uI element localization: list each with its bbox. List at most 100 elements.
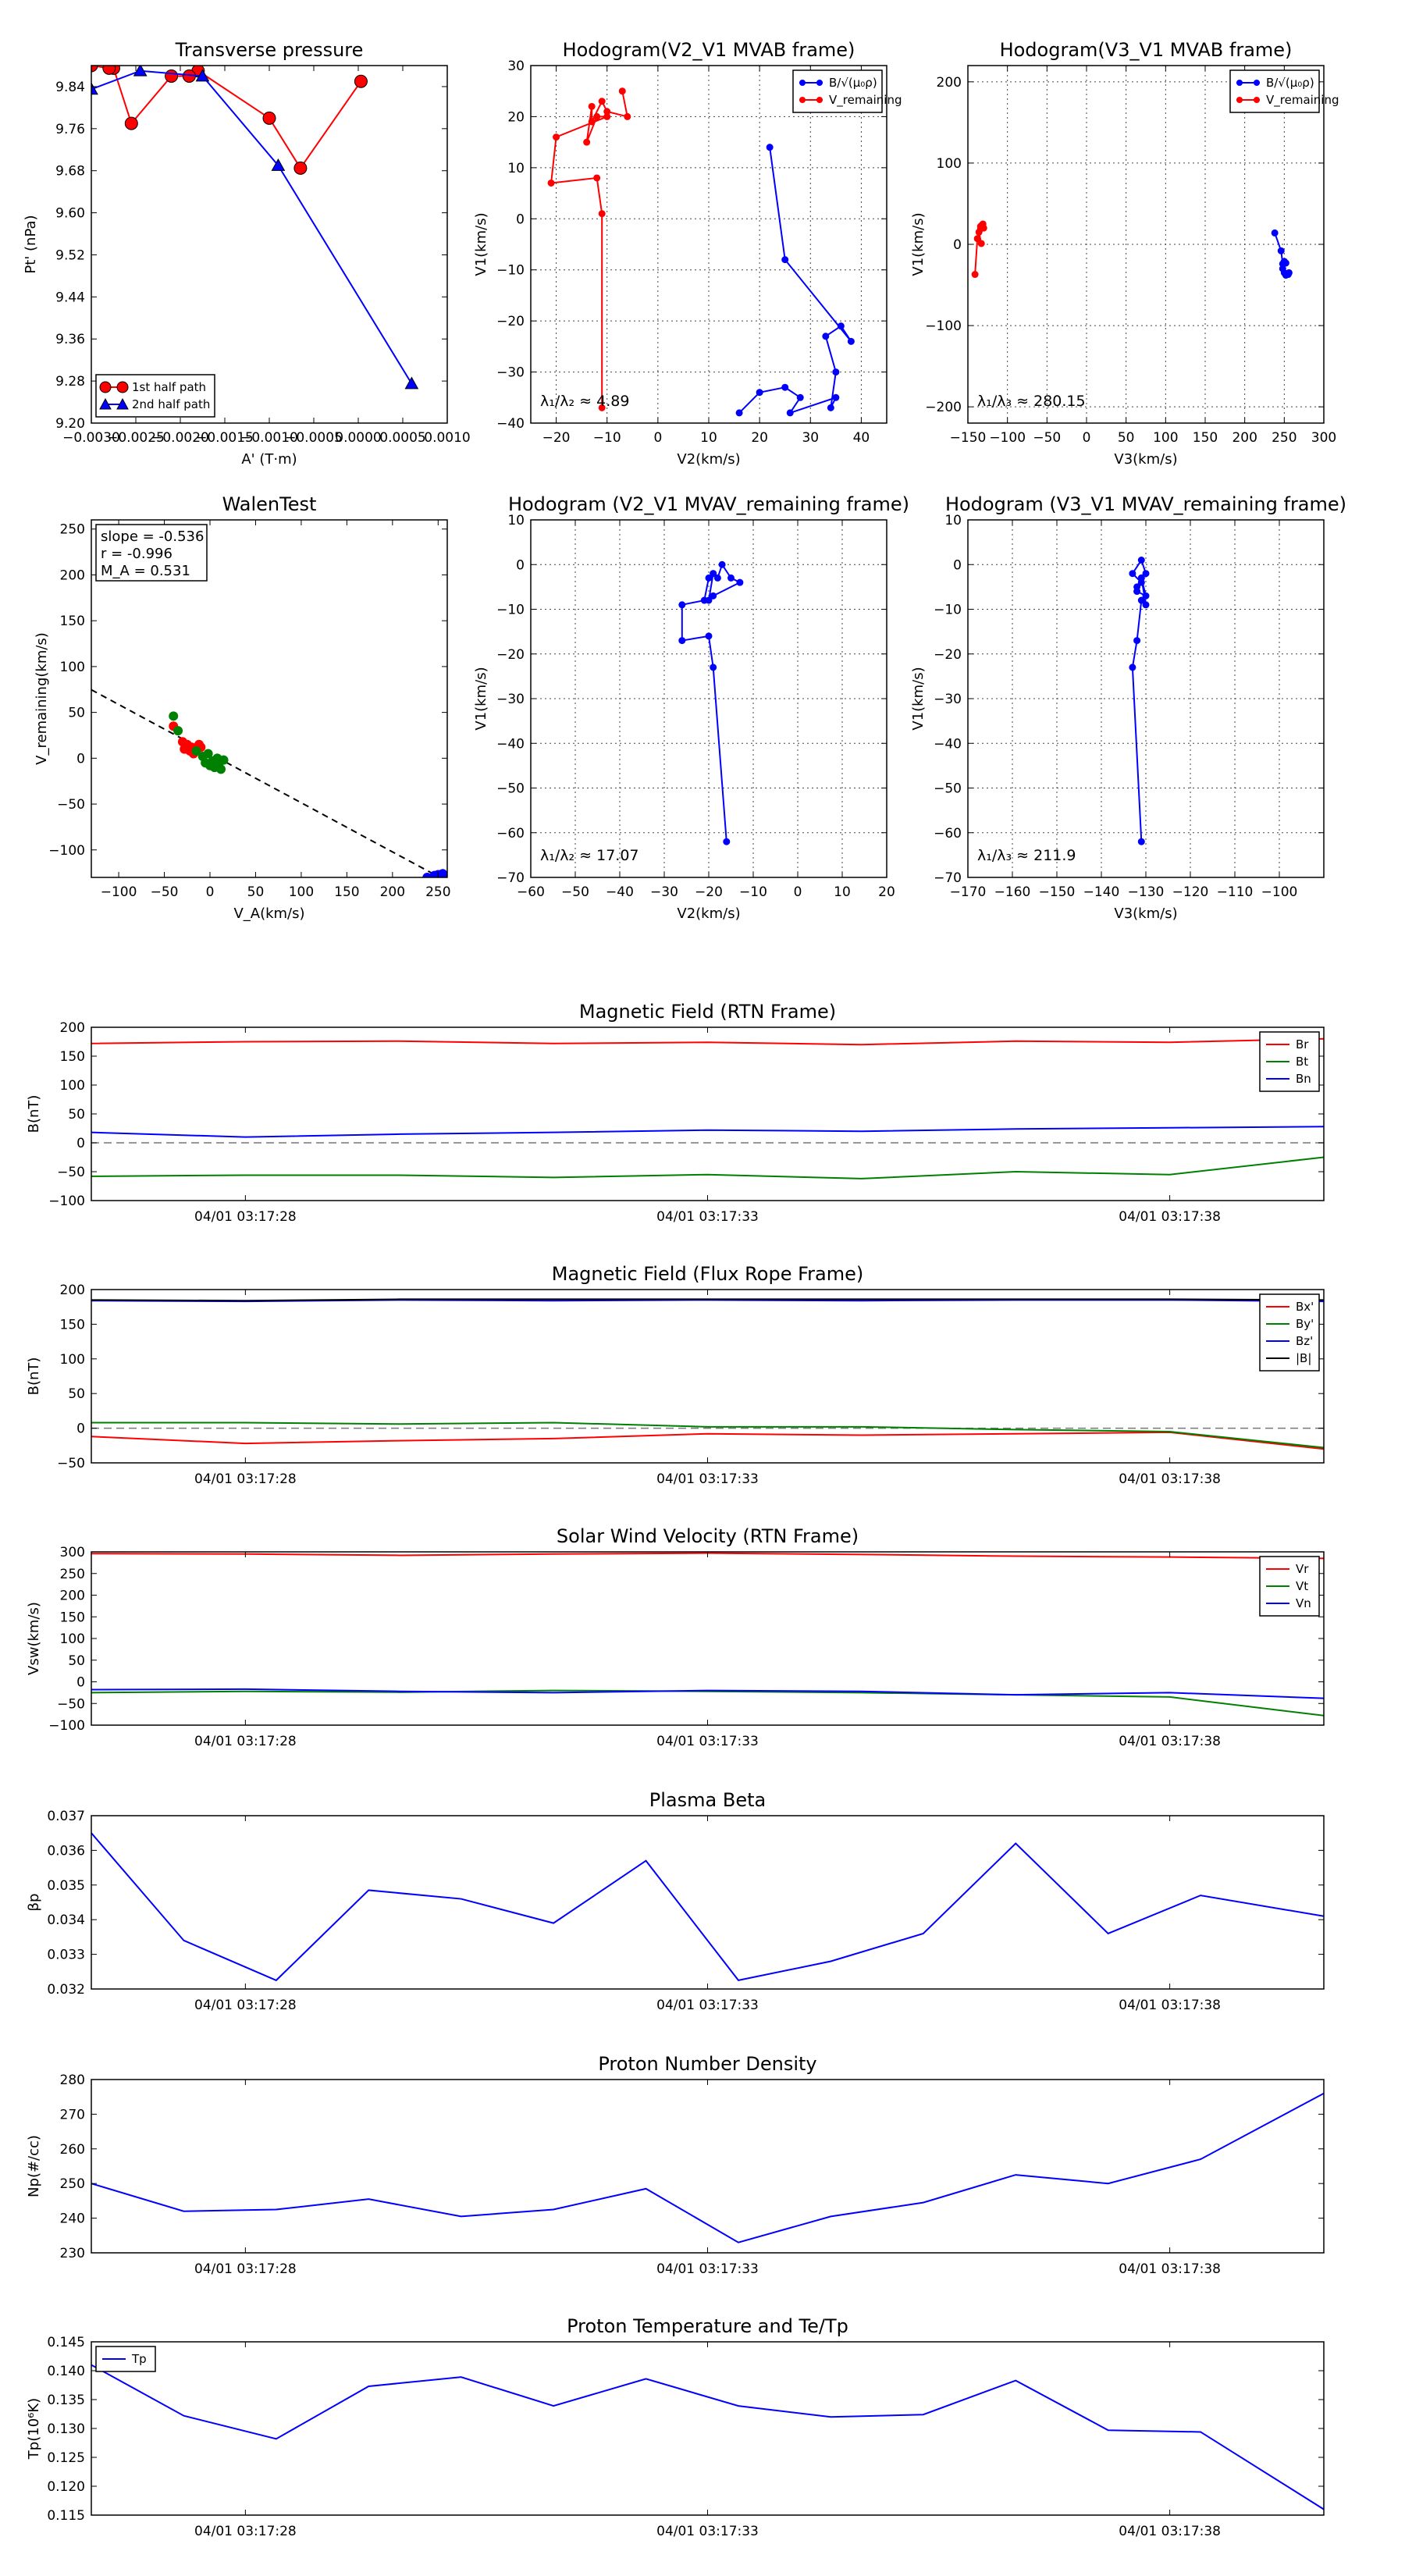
series-green-points-point — [191, 745, 201, 756]
series-v-remaining-point — [1142, 601, 1150, 609]
y-tick-label: −60 — [496, 826, 525, 841]
y-tick-label: 100 — [60, 660, 85, 675]
x-tick-label: 10 — [700, 430, 717, 446]
y-tick-label: −60 — [934, 826, 962, 841]
y-tick-label: −30 — [934, 692, 962, 707]
legend-marker — [116, 381, 129, 393]
chart-p10: 04/01 03:17:28 04/01 03:17:33 04/01 03:17:… — [26, 1789, 1325, 2013]
series-v-remaining-point — [593, 112, 601, 120]
series-2nd-half-path-point — [271, 158, 286, 171]
y-tick-label: 150 — [60, 1049, 85, 1065]
plot-area — [971, 220, 1293, 279]
y-tick-label: 9.28 — [55, 374, 85, 390]
stats-box — [95, 524, 208, 582]
y-tick-label: −20 — [496, 647, 525, 663]
y-tick-label: −70 — [496, 870, 525, 886]
series-2nd-half-path-point — [133, 66, 148, 76]
chart-p8: 04/01 03:17:28 04/01 03:17:33 04/01 03:17:… — [26, 1263, 1325, 1487]
y-tick-label: 0.032 — [47, 1982, 85, 1998]
y-tick-label: 0.034 — [47, 1912, 85, 1928]
series-v-remaining-point — [588, 102, 596, 110]
series-b--point — [837, 322, 845, 330]
axes-frame — [91, 1551, 1325, 1726]
chart-title: Proton Number Density — [598, 2053, 816, 2075]
legend-marker — [99, 397, 112, 410]
series-b--point — [832, 393, 840, 401]
y-tick-label: −50 — [57, 1696, 85, 1712]
y-tick-label: 100 — [937, 156, 962, 172]
x-tick-label: 04/01 03:17:28 — [194, 1734, 297, 1749]
x-tick-label: 04/01 03:17:33 — [656, 2261, 759, 2277]
series-vn-line — [91, 1688, 1324, 1699]
y-tick-label: −50 — [57, 797, 85, 813]
y-axis-label: βp — [26, 1894, 42, 1912]
x-tick-label: 0 — [1083, 430, 1091, 446]
chart-title: Transverse pressure — [175, 39, 364, 61]
plot-area — [91, 2364, 1324, 2510]
x-axis-label: V2(km/s) — [677, 906, 740, 922]
x-tick-label: −150 — [1039, 884, 1076, 900]
chart-title: Hodogram(V3_V1 MVAB frame) — [1000, 39, 1293, 61]
y-tick-label: 0.145 — [47, 2335, 85, 2350]
series-v-remaining-point — [588, 118, 596, 126]
y-tick-label: 0 — [76, 1421, 85, 1437]
series-b--point — [1285, 269, 1293, 276]
series-b--point — [822, 333, 830, 340]
y-tick-label: 270 — [60, 2107, 85, 2122]
x-tick-label: 0 — [653, 430, 662, 446]
x-tick-label: −0.0030 — [62, 430, 120, 446]
y-tick-label: −100 — [48, 1194, 85, 1209]
legend-box — [95, 374, 215, 418]
y-tick-label: 150 — [60, 614, 85, 629]
series-green-points-point — [169, 711, 179, 721]
axes-frame — [91, 519, 448, 878]
eigenvalue-ratio-label: λ₁/λ₂ ≈ 17.07 — [540, 847, 639, 864]
y-axis-label: B(nT) — [26, 1357, 42, 1396]
x-tick-label: 04/01 03:17:28 — [194, 1209, 297, 1225]
x-tick-label: 150 — [334, 884, 359, 900]
x-tick-label: 04/01 03:17:38 — [1119, 1209, 1221, 1225]
series-blue-points-point — [439, 873, 447, 877]
y-tick-label: −50 — [57, 1456, 85, 1471]
series-2nd-half-path-point — [195, 69, 210, 82]
x-tick-label: −140 — [1083, 884, 1120, 900]
x-tick-label: 04/01 03:17:33 — [656, 1734, 759, 1749]
plot-area — [91, 1037, 1324, 1179]
series-1st-half-path-point — [165, 69, 179, 83]
legend-marker — [1254, 97, 1260, 103]
y-tick-label: 50 — [68, 1386, 85, 1402]
y-tick-label: 0.115 — [47, 2508, 85, 2524]
y-tick-label: 10 — [507, 513, 525, 528]
y-tick-label: 9.52 — [55, 247, 85, 263]
plot-area — [1129, 557, 1150, 845]
chart-p9: 04/01 03:17:28 04/01 03:17:33 04/01 03:17:… — [26, 1525, 1325, 1749]
x-tick-label: −50 — [1033, 430, 1061, 446]
x-tick-label: −100 — [1261, 884, 1298, 900]
y-tick-label: 100 — [60, 1078, 85, 1094]
x-tick-label: 04/01 03:17:38 — [1119, 1734, 1221, 1749]
legend-label: Bz' — [1296, 1334, 1313, 1348]
series-v-remaining-point — [603, 112, 611, 120]
x-tick-label: 20 — [878, 884, 895, 900]
x-tick-label: 100 — [1153, 430, 1178, 446]
y-tick-label: 0 — [516, 557, 525, 573]
series-v-remaining-point — [598, 98, 606, 105]
series-red-points-point — [180, 744, 190, 754]
legend-label: Bt — [1296, 1055, 1308, 1069]
chart-p3: −150 −100 −50 0 50 100 150 200 250 300−200−100010… — [910, 39, 1339, 468]
legend-label: |B| — [1296, 1351, 1311, 1365]
series-blue-points-point — [422, 873, 432, 877]
plot-area — [91, 2092, 1324, 2243]
series-v-remaining-point — [598, 210, 606, 218]
y-axis-label: V1(km/s) — [910, 667, 927, 730]
y-tick-label: −50 — [57, 1165, 85, 1180]
y-tick-label: 9.44 — [55, 290, 85, 305]
series-bx--line — [91, 1431, 1324, 1450]
chart-p12: 04/01 03:17:28 04/01 03:17:33 04/01 03:17:… — [26, 2315, 1325, 2539]
series-2nd-half-path-point — [404, 376, 419, 390]
y-tick-label: 0.036 — [47, 1843, 85, 1859]
x-tick-label: 04/01 03:17:33 — [656, 1209, 759, 1225]
series-1st-half-path-point — [102, 66, 116, 75]
x-tick-label: −20 — [542, 430, 571, 446]
x-tick-label: 04/01 03:17:28 — [194, 1998, 297, 2013]
